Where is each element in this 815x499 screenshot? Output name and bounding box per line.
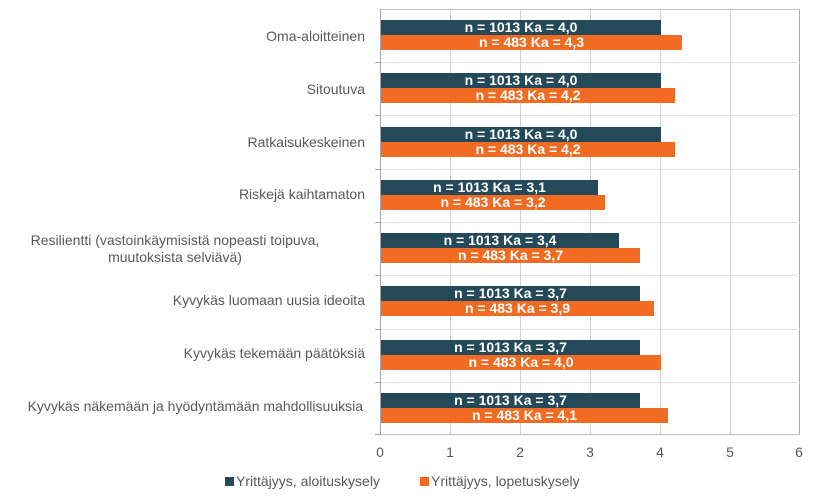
bar: n = 483 Ka = 3,7 xyxy=(381,248,640,263)
x-tick-label: 6 xyxy=(795,444,803,460)
y-tick xyxy=(375,275,380,276)
x-tick-label: 4 xyxy=(656,444,664,460)
legend-label: Yrittäjyys, lopetuskysely xyxy=(431,473,580,489)
bar: n = 1013 Ka = 3,7 xyxy=(381,339,640,355)
bar: n = 483 Ka = 4,2 xyxy=(381,88,675,104)
gridline xyxy=(380,9,800,10)
gridline xyxy=(380,62,800,63)
gridline xyxy=(380,329,800,330)
category-label: Riskejä kaihtamaton xyxy=(238,186,365,202)
bar: n = 483 Ka = 4,1 xyxy=(381,407,668,423)
y-tick xyxy=(375,329,380,330)
legend-item-aloituskysely: Yrittäjyys, aloituskysely xyxy=(225,473,380,489)
bar: n = 1013 Ka = 3,1 xyxy=(381,179,598,195)
category-label: Resilientti (vastoinkäymisistä nopeasti … xyxy=(0,232,365,266)
bar: n = 1013 Ka = 3,7 xyxy=(381,392,640,408)
category-label: Kyvykäs tekemään päätöksiä xyxy=(183,345,365,361)
category-label-line: Resilientti (vastoinkäymisistä nopeasti … xyxy=(30,232,320,248)
bar: n = 1013 Ka = 4,0 xyxy=(381,126,661,142)
bar: n = 1013 Ka = 4,0 xyxy=(381,73,661,89)
category-label: Ratkaisukeskeinen xyxy=(247,134,365,150)
x-tick-label: 3 xyxy=(586,444,594,460)
y-tick xyxy=(375,222,380,223)
plot-area: n = 1013 Ka = 4,0 n = 483 Ka = 4,3 n = 101… xyxy=(375,9,800,435)
gridline xyxy=(380,115,800,116)
y-tick xyxy=(375,62,380,63)
bar: n = 483 Ka = 4,0 xyxy=(381,354,661,370)
y-tick xyxy=(375,115,380,116)
x-tick-label: 5 xyxy=(726,444,734,460)
y-axis-line xyxy=(380,9,381,435)
bar: n = 1013 Ka = 4,0 xyxy=(381,20,661,35)
category-label: Oma-aloitteinen xyxy=(266,28,365,44)
x-axis-line xyxy=(380,434,800,435)
category-label-line: muutoksista selviävä) xyxy=(108,249,242,265)
bar: n = 483 Ka = 4,3 xyxy=(381,35,682,50)
x-tick-label: 0 xyxy=(376,444,384,460)
category-label: Sitoutuva xyxy=(306,81,365,97)
category-label: Kyvykäs näkemään ja hyödyntämään mahdoll… xyxy=(27,398,363,414)
bar: n = 1013 Ka = 3,7 xyxy=(381,286,640,302)
y-tick xyxy=(375,169,380,170)
x-tick-label: 2 xyxy=(516,444,524,460)
gridline xyxy=(380,382,800,383)
gridline xyxy=(380,275,800,276)
x-tick-label: 1 xyxy=(446,444,454,460)
bar: n = 483 Ka = 4,2 xyxy=(381,141,675,157)
bar: n = 483 Ka = 3,9 xyxy=(381,301,654,317)
gridline xyxy=(380,222,800,223)
legend-swatch xyxy=(225,476,234,486)
legend-item-lopetuskysely: Yrittäjyys, lopetuskysely xyxy=(420,473,580,489)
bar: n = 483 Ka = 3,2 xyxy=(381,194,605,210)
legend-swatch xyxy=(420,476,429,486)
gridline xyxy=(380,169,800,170)
bar: n = 1013 Ka = 3,4 xyxy=(381,233,619,248)
legend-label: Yrittäjyys, aloituskysely xyxy=(236,473,380,489)
y-tick xyxy=(375,434,380,435)
y-tick xyxy=(375,382,380,383)
category-label: Kyvykäs luomaan uusia ideoita xyxy=(172,292,365,308)
